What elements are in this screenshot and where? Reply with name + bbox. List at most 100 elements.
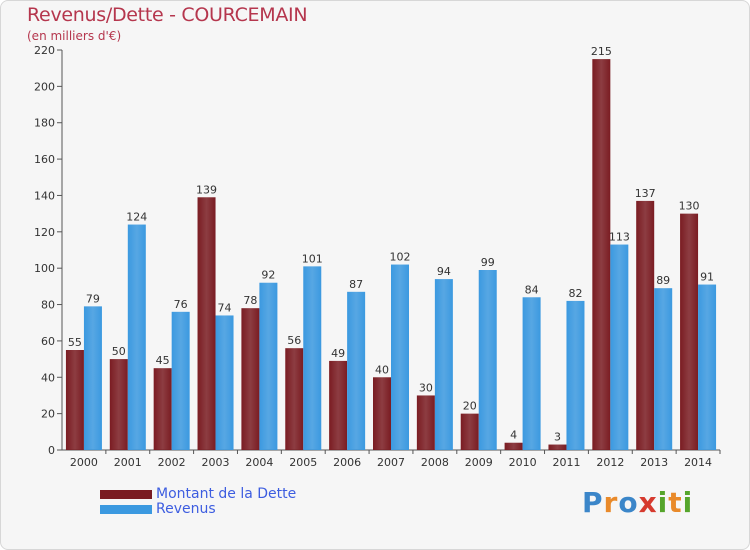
bar-value-label: 139 — [196, 183, 217, 196]
bar-value-label: 76 — [174, 298, 188, 311]
bar-value-label: 99 — [481, 256, 495, 269]
y-tick-label: 60 — [41, 335, 55, 348]
x-tick-label: 2009 — [465, 456, 493, 469]
bar-value-label: 3 — [554, 431, 561, 444]
bar-revenue — [610, 244, 629, 450]
chart-title: Revenus/Dette - COURCEMAIN — [27, 4, 308, 26]
bar-value-label: 49 — [331, 347, 345, 360]
bar-value-label: 74 — [218, 301, 232, 314]
logo-letter: r — [603, 486, 619, 519]
bar-value-label: 92 — [261, 269, 275, 282]
bar-value-label: 50 — [112, 345, 126, 358]
legend-label-debt: Montant de la Dette — [156, 486, 297, 502]
y-tick-label: 180 — [34, 117, 55, 130]
bar-value-label: 84 — [525, 283, 539, 296]
legend-label-revenue: Revenus — [156, 501, 216, 517]
x-tick-label: 2012 — [596, 456, 624, 469]
x-tick-label: 2003 — [202, 456, 230, 469]
bar-value-label: 124 — [126, 211, 147, 224]
bar-revenue — [654, 288, 673, 450]
x-tick-label: 2008 — [421, 456, 449, 469]
bar-revenue — [259, 282, 278, 450]
bar-revenue — [698, 284, 717, 450]
logo-letter: t — [668, 486, 683, 519]
bar-debt — [373, 377, 391, 450]
y-tick-label: 100 — [34, 262, 55, 275]
x-tick-label: 2004 — [245, 456, 273, 469]
bar-revenue — [127, 224, 146, 450]
bar-value-label: 89 — [656, 274, 670, 287]
bar-debt — [504, 442, 523, 450]
bar-revenue — [171, 311, 190, 450]
bar-debt — [197, 197, 216, 450]
x-tick-label: 2014 — [684, 456, 712, 469]
x-tick-label: 2006 — [333, 456, 361, 469]
bar-debt — [65, 350, 84, 450]
bar-value-label: 40 — [375, 363, 389, 376]
x-tick-label: 2005 — [289, 456, 317, 469]
bar-value-label: 113 — [609, 231, 630, 244]
logo-letter: i — [657, 486, 669, 519]
bar-value-label: 20 — [463, 400, 477, 413]
bar-revenue — [215, 315, 234, 450]
bar-value-label: 102 — [390, 251, 411, 264]
bar-debt — [592, 59, 611, 450]
bar-revenue — [83, 306, 102, 450]
bar-value-label: 55 — [68, 336, 82, 349]
bar-revenue — [434, 279, 453, 450]
bar-value-label: 79 — [86, 292, 100, 305]
bar-debt — [109, 359, 128, 450]
bar-debt — [329, 360, 348, 450]
bar-value-label: 45 — [156, 354, 170, 367]
bar-value-label: 130 — [679, 200, 700, 213]
bar-revenue — [522, 297, 541, 450]
bar-value-label: 91 — [700, 271, 714, 284]
y-tick-label: 220 — [34, 44, 55, 57]
bar-value-label: 87 — [349, 278, 363, 291]
x-tick-label: 2007 — [377, 456, 405, 469]
y-tick-label: 140 — [34, 189, 55, 202]
legend-item-revenue: Revenus — [100, 501, 216, 517]
x-tick-label: 2001 — [114, 456, 142, 469]
bar-value-label: 101 — [302, 252, 323, 265]
y-tick-label: 80 — [41, 299, 55, 312]
logo-letter: P — [582, 486, 604, 519]
bar-value-label: 78 — [243, 294, 257, 307]
bar-value-label: 82 — [568, 287, 582, 300]
legend-swatch-debt — [100, 489, 152, 499]
bar-revenue — [347, 291, 366, 450]
y-tick-label: 0 — [48, 444, 55, 457]
bar-debt — [153, 368, 172, 450]
bar-debt — [636, 200, 655, 450]
bar-value-label: 94 — [437, 265, 451, 278]
bar-value-label: 30 — [419, 381, 433, 394]
logo-letter: i — [682, 486, 694, 519]
bar-debt — [285, 348, 304, 450]
y-tick-label: 200 — [34, 80, 55, 93]
chart-subtitle: (en milliers d'€) — [27, 29, 122, 43]
bar-debt — [680, 213, 699, 450]
x-tick-label: 2011 — [552, 456, 580, 469]
y-tick-label: 20 — [41, 408, 55, 421]
y-tick-label: 40 — [41, 371, 55, 384]
y-tick-label: 120 — [34, 226, 55, 239]
x-tick-label: 2010 — [509, 456, 537, 469]
x-tick-label: 2000 — [70, 456, 98, 469]
y-tick-label: 160 — [34, 153, 55, 166]
logo-letter: x — [638, 486, 658, 519]
bar-revenue — [391, 264, 409, 450]
bar-debt — [460, 413, 479, 450]
bar-revenue — [303, 266, 322, 450]
bar-value-label: 215 — [591, 45, 612, 58]
logo-letter: o — [618, 486, 639, 519]
bar-value-label: 4 — [510, 429, 517, 442]
proxiti-logo: Proxiti — [582, 486, 693, 519]
legend-swatch-revenue — [100, 504, 152, 514]
bar-revenue — [478, 270, 497, 450]
bar-revenue — [566, 300, 585, 450]
x-tick-label: 2013 — [640, 456, 668, 469]
x-tick-label: 2002 — [158, 456, 186, 469]
bar-debt — [416, 395, 435, 450]
bar-debt — [241, 308, 260, 450]
